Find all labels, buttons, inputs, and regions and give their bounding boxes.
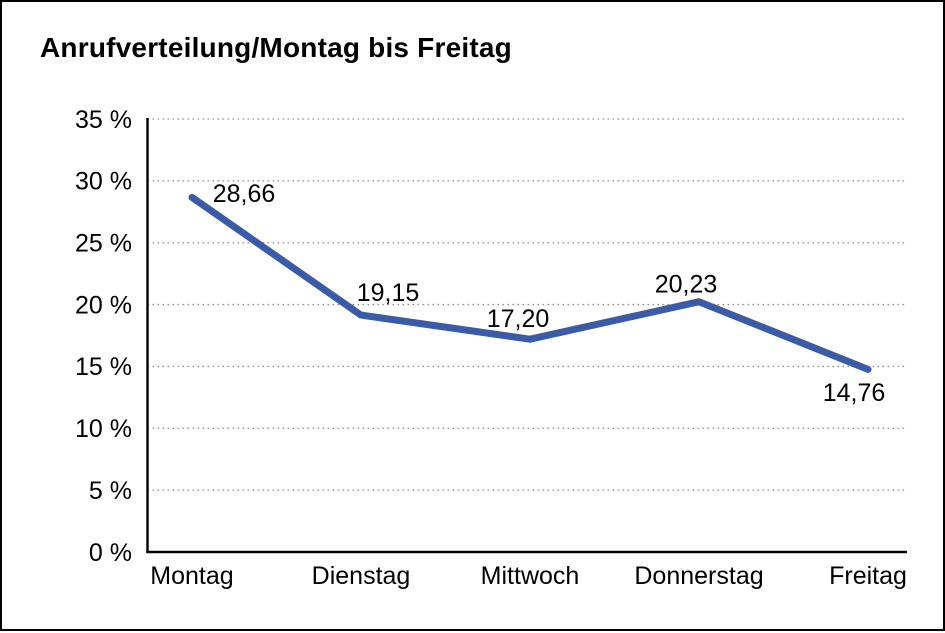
y-axis-tick-label: 30 % [75, 168, 132, 196]
y-axis-tick-label: 10 % [75, 415, 132, 443]
x-axis-label: Freitag [829, 562, 907, 590]
x-axis-label: Montag [150, 562, 233, 590]
data-series-line [188, 193, 872, 373]
data-point-label: 20,23 [655, 270, 718, 298]
data-point-label: 19,15 [357, 279, 420, 307]
y-axis-tick-label: 15 % [75, 353, 132, 381]
x-axis-label: Mittwoch [481, 562, 580, 590]
data-point-label: 28,66 [213, 180, 276, 208]
y-axis-tick-label: 20 % [75, 291, 132, 319]
y-axis-tick-label: 25 % [75, 229, 132, 257]
data-point-label: 17,20 [487, 305, 550, 333]
x-axis-label: Dienstag [312, 562, 411, 590]
y-axis-tick-label: 0 % [89, 539, 132, 567]
chart-title: Anrufverteilung/Montag bis Freitag [40, 32, 512, 63]
data-point-label: 14,76 [823, 379, 886, 407]
y-axis-tick-label: 5 % [89, 477, 132, 505]
x-axis-label: Donnerstag [634, 562, 763, 590]
y-axis-tick-label: 35 % [75, 106, 132, 134]
